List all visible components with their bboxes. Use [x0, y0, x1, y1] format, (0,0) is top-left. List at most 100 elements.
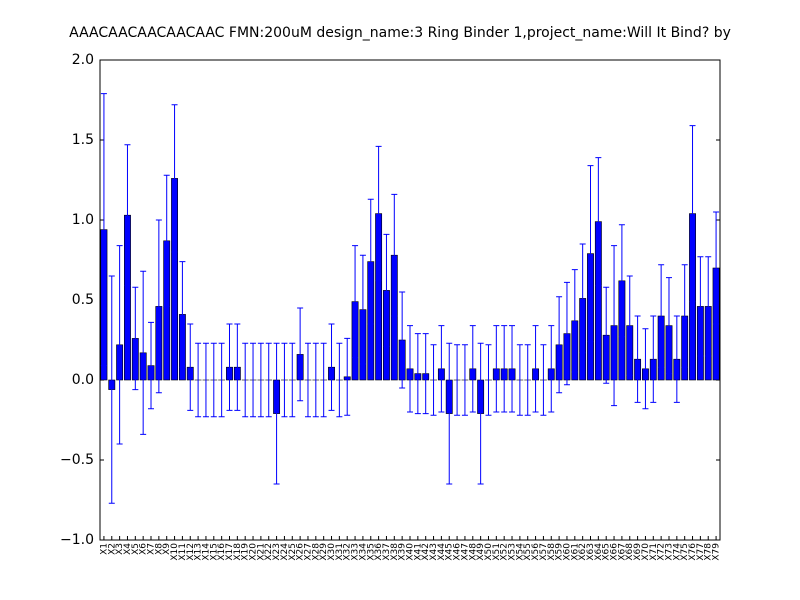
- error-bar: [571, 269, 578, 373]
- y-tick-label: 1.0: [72, 212, 94, 228]
- error-bar: [218, 342, 225, 418]
- x-tick-label: X21: [256, 543, 266, 561]
- chart-title: AAACAACAACAACAAC FMN:200uM design_name:3…: [69, 25, 731, 41]
- error-bar: [336, 342, 343, 418]
- x-tick-label: X42: [421, 543, 431, 561]
- error-bar: [226, 323, 233, 411]
- x-tick-label: X20: [249, 543, 259, 561]
- x-tick-label: X34: [358, 543, 368, 561]
- error-bar: [344, 337, 351, 416]
- error-bar: [540, 344, 547, 416]
- error-bar: [454, 344, 461, 416]
- error-bar: [328, 323, 335, 411]
- error-bar: [697, 256, 704, 357]
- x-tick-label: X14: [201, 543, 211, 561]
- x-tick-label: X47: [460, 543, 470, 561]
- error-bar: [493, 325, 500, 413]
- x-tick-label: X35: [366, 543, 376, 561]
- error-bar: [446, 342, 453, 485]
- error-bar: [116, 245, 123, 445]
- x-tick-label: X58: [547, 543, 557, 561]
- x-tick-label: X73: [664, 543, 674, 561]
- x-tick-label: X57: [539, 543, 549, 561]
- x-tick-label: X37: [382, 543, 392, 561]
- x-tick-label: X23: [272, 543, 282, 561]
- x-tick-label: X2: [107, 543, 117, 555]
- x-tick-label: X49: [476, 543, 486, 561]
- x-tick-label: X16: [217, 543, 227, 561]
- x-tick-label: X13: [194, 543, 204, 561]
- x-tick-label: X55: [523, 543, 533, 561]
- x-tick-label: X53: [508, 543, 518, 561]
- error-bar: [477, 342, 484, 485]
- x-tick-label: X6: [139, 543, 149, 555]
- error-bar: [171, 104, 178, 253]
- error-bar: [234, 323, 241, 411]
- error-bar: [124, 144, 131, 287]
- x-tick-label: X39: [398, 543, 408, 561]
- x-tick-label: X77: [696, 543, 706, 561]
- x-tick-label: X9: [162, 543, 172, 555]
- error-bar: [501, 325, 508, 413]
- y-tick-label: 0.0: [72, 372, 94, 388]
- x-tick-label: X63: [586, 543, 596, 561]
- error-bar: [148, 321, 155, 410]
- x-tick-label: X75: [680, 543, 690, 561]
- x-tick-label: X41: [413, 543, 423, 561]
- plot-frame: [99, 59, 721, 541]
- y-tick-label: 0.5: [72, 292, 94, 308]
- x-tick-label: X3: [115, 543, 125, 555]
- error-bar: [383, 233, 390, 347]
- error-bar: [618, 224, 625, 338]
- x-tick-label: X38: [390, 543, 400, 561]
- x-tick-label: X5: [131, 543, 141, 555]
- y-tick-label: 1.5: [72, 132, 94, 148]
- error-bar: [250, 342, 257, 418]
- error-bar: [713, 211, 720, 325]
- x-tick-label: X52: [500, 543, 510, 561]
- error-bar: [265, 342, 272, 418]
- error-bar: [155, 219, 162, 394]
- error-bar: [461, 344, 468, 416]
- error-bar: [587, 165, 594, 343]
- x-tick-label: X45: [445, 543, 455, 561]
- error-bar: [673, 315, 680, 403]
- x-tick-label: X59: [555, 543, 565, 561]
- x-tick-label: X1: [99, 543, 109, 555]
- x-tick-label: X29: [319, 543, 329, 561]
- error-bar: [179, 261, 186, 368]
- x-tick-label: X60: [562, 543, 572, 561]
- x-tick-label: X25: [288, 543, 298, 561]
- error-bar: [595, 157, 602, 287]
- x-tick-label: X67: [617, 543, 627, 561]
- error-bar: [242, 342, 249, 418]
- error-bar: [391, 193, 398, 317]
- error-bar: [516, 344, 523, 416]
- error-bar: [650, 315, 657, 403]
- x-tick-label: X19: [241, 543, 251, 561]
- error-bar: [273, 342, 280, 485]
- error-bar: [634, 315, 641, 403]
- error-bar: [556, 296, 563, 394]
- error-bar: [375, 145, 382, 282]
- x-tick-label: X69: [633, 543, 643, 561]
- x-tick-label: X33: [351, 543, 361, 561]
- x-tick-label: X7: [147, 543, 157, 555]
- x-tick-label: X30: [327, 543, 337, 561]
- error-bar: [163, 174, 170, 307]
- x-tick-label: X51: [492, 543, 502, 561]
- error-bar: [509, 325, 516, 413]
- x-tick-label: X70: [641, 543, 651, 561]
- x-tick-label: X44: [437, 543, 447, 561]
- error-bar: [548, 325, 555, 413]
- x-tick-label: X26: [296, 543, 306, 561]
- error-bar: [304, 342, 311, 418]
- y-tick-label: −1.0: [60, 532, 94, 548]
- error-bar: [202, 342, 209, 418]
- x-tick-label: X28: [311, 543, 321, 561]
- x-tick-label: X65: [602, 543, 612, 561]
- error-bar: [469, 325, 476, 413]
- x-tick-label: X48: [468, 543, 478, 561]
